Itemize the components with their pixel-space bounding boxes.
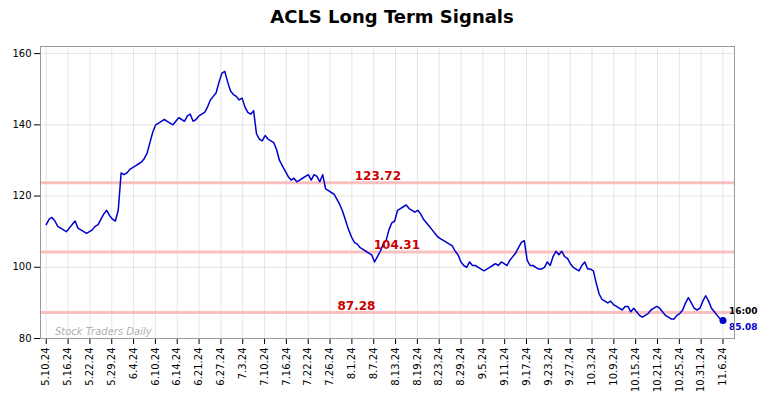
svg-text:16:00: 16:00 bbox=[729, 306, 758, 316]
svg-text:5.10.24: 5.10.24 bbox=[40, 348, 51, 386]
svg-text:5.29.24: 5.29.24 bbox=[106, 348, 117, 386]
svg-text:7.10.24: 7.10.24 bbox=[259, 348, 270, 386]
svg-text:104.31: 104.31 bbox=[374, 238, 420, 252]
svg-text:6.4.24: 6.4.24 bbox=[128, 348, 139, 380]
svg-text:7.3.24: 7.3.24 bbox=[237, 348, 248, 380]
svg-text:10.15.24: 10.15.24 bbox=[630, 348, 641, 393]
svg-text:10.21.24: 10.21.24 bbox=[652, 348, 663, 393]
svg-text:8.23.24: 8.23.24 bbox=[433, 348, 444, 386]
svg-text:87.28: 87.28 bbox=[337, 299, 375, 313]
svg-text:8.1.24: 8.1.24 bbox=[346, 348, 357, 380]
svg-text:6.10.24: 6.10.24 bbox=[150, 348, 161, 386]
svg-text:Stock Traders Daily: Stock Traders Daily bbox=[55, 326, 153, 337]
svg-text:8.19.24: 8.19.24 bbox=[412, 348, 423, 386]
svg-text:120: 120 bbox=[12, 190, 31, 201]
svg-text:160: 160 bbox=[12, 48, 31, 59]
svg-text:7.26.24: 7.26.24 bbox=[324, 348, 335, 386]
svg-text:7.22.24: 7.22.24 bbox=[302, 348, 313, 386]
html-text:ACLS Long Term Signals: ACLS Long Term Signals bbox=[270, 6, 514, 27]
svg-text:6.14.24: 6.14.24 bbox=[171, 348, 182, 386]
svg-text:8.29.24: 8.29.24 bbox=[455, 348, 466, 386]
svg-text:9.23.24: 9.23.24 bbox=[543, 348, 554, 386]
svg-text:7.16.24: 7.16.24 bbox=[281, 348, 292, 386]
svg-text:9.11.24: 9.11.24 bbox=[499, 348, 510, 386]
svg-text:5.16.24: 5.16.24 bbox=[62, 348, 73, 386]
svg-text:6.21.24: 6.21.24 bbox=[193, 348, 204, 386]
svg-text:85.08: 85.08 bbox=[729, 322, 757, 332]
svg-text:8.7.24: 8.7.24 bbox=[368, 348, 379, 380]
svg-text:11.6.24: 11.6.24 bbox=[717, 348, 728, 386]
svg-text:8.13.24: 8.13.24 bbox=[390, 348, 401, 386]
svg-text:9.5.24: 9.5.24 bbox=[477, 348, 488, 380]
svg-text:100: 100 bbox=[12, 261, 31, 272]
svg-text:10.9.24: 10.9.24 bbox=[608, 348, 619, 386]
svg-text:10.31.24: 10.31.24 bbox=[695, 348, 706, 393]
svg-text:80: 80 bbox=[19, 333, 32, 344]
svg-text:10.3.24: 10.3.24 bbox=[586, 348, 597, 386]
svg-text:140: 140 bbox=[12, 119, 31, 130]
svg-text:9.17.24: 9.17.24 bbox=[521, 348, 532, 386]
svg-text:123.72: 123.72 bbox=[355, 169, 401, 183]
svg-text:5.22.24: 5.22.24 bbox=[84, 348, 95, 386]
svg-text:10.25.24: 10.25.24 bbox=[674, 348, 685, 393]
svg-text:9.27.24: 9.27.24 bbox=[564, 348, 575, 386]
svg-text:6.27.24: 6.27.24 bbox=[215, 348, 226, 386]
